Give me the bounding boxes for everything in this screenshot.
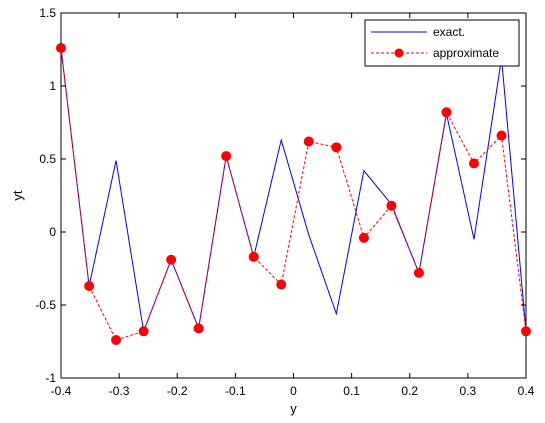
y-tick-label: 0 [49, 225, 56, 239]
series-line [60, 47, 527, 334]
plot-area [60, 12, 527, 379]
x-tick-label: -0.2 [167, 384, 188, 398]
series-approximate [56, 43, 531, 346]
x-tick-label: 0.4 [518, 384, 535, 398]
data-point [111, 335, 122, 346]
x-axis-label: y [290, 401, 297, 416]
data-point [331, 142, 342, 153]
x-tick-label: 0 [290, 384, 297, 398]
y-tick-label: 1.5 [39, 6, 56, 20]
y-tick-label: 0.5 [39, 152, 56, 166]
data-point [84, 281, 95, 292]
legend-marker [394, 48, 404, 58]
x-tick-label: -0.4 [51, 384, 72, 398]
y-tick-label: -0.5 [35, 298, 56, 312]
data-point [413, 267, 424, 278]
plot-frame [60, 12, 527, 379]
legend: exact. approximate [364, 19, 520, 67]
x-tick-label: 0.1 [343, 384, 360, 398]
axis-ticks: -0.4 -0.3 -0.2 -0.1 0 0.1 0.2 0.3 0.4 -1 -0.5 0 0.5 1… [35, 6, 534, 398]
x-tick-label: 0.2 [401, 384, 418, 398]
data-point [276, 279, 287, 290]
data-point [386, 200, 397, 211]
y-tick-label: 1 [49, 79, 56, 93]
legend-item: exact. [371, 25, 465, 39]
legend-label: approximate [433, 46, 499, 60]
x-tick-label: -0.3 [109, 384, 130, 398]
legend-label: exact. [433, 25, 465, 39]
series-line [60, 47, 527, 341]
data-point [496, 130, 507, 141]
data-point [221, 151, 232, 162]
y-axis-label: yt [10, 190, 25, 201]
series-layer [56, 43, 531, 346]
data-point [468, 158, 479, 169]
data-point [193, 323, 204, 334]
data-point [303, 136, 314, 147]
x-tick-label: -0.1 [225, 384, 246, 398]
x-tick-label: 0.3 [460, 384, 477, 398]
data-point [138, 326, 149, 337]
data-point [358, 232, 369, 243]
data-point [441, 107, 452, 118]
data-point [521, 326, 531, 337]
data-point [56, 43, 66, 54]
data-point [166, 254, 177, 265]
legend-box [364, 19, 520, 67]
legend-item: approximate [371, 46, 499, 60]
series-exact [60, 47, 527, 334]
y-tick-label: -1 [45, 371, 56, 385]
data-point [248, 251, 259, 262]
